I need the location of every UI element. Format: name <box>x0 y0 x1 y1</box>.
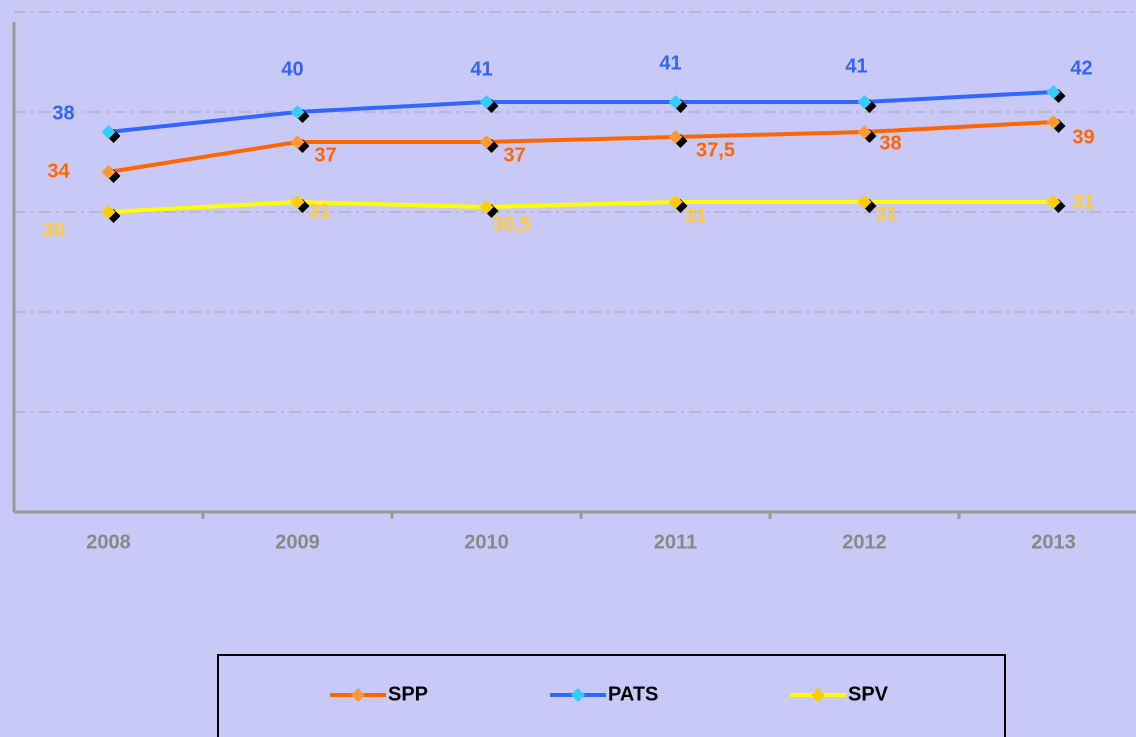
data-label: 37,5 <box>696 139 735 161</box>
marker <box>1046 85 1061 99</box>
data-label: 41 <box>659 52 681 74</box>
marker <box>857 95 872 109</box>
data-label: 31 <box>308 200 330 222</box>
marker <box>668 95 683 109</box>
marker <box>290 135 305 149</box>
series-line <box>108 90 1054 134</box>
marker <box>479 200 494 214</box>
data-label: 31 <box>684 205 706 227</box>
series-line <box>108 120 1054 174</box>
x-tick-label: 2012 <box>842 531 887 553</box>
marker <box>101 165 116 179</box>
data-label: 31 <box>1072 191 1094 213</box>
data-label: 39 <box>1072 126 1094 148</box>
marker <box>290 105 305 119</box>
legend-marker <box>811 688 825 702</box>
data-label: 31 <box>875 203 897 225</box>
x-tick-label: 2008 <box>86 531 131 553</box>
legend-label: PATS <box>608 683 658 705</box>
data-label: 42 <box>1070 57 1092 79</box>
series-line <box>108 199 1054 214</box>
marker <box>1046 195 1061 209</box>
marker <box>668 130 683 144</box>
marker <box>1046 115 1061 129</box>
data-label: 41 <box>470 58 492 80</box>
legend-box <box>217 654 1006 737</box>
legend-label: SPV <box>848 683 889 705</box>
data-label: 37 <box>503 144 525 166</box>
marker <box>479 95 494 109</box>
data-label: 38 <box>52 102 74 124</box>
marker <box>290 195 305 209</box>
data-label: 41 <box>845 55 867 77</box>
legend-label: SPP <box>388 683 428 705</box>
data-label: 30,5 <box>492 213 531 235</box>
data-label: 30 <box>42 219 64 241</box>
data-label: 37 <box>314 144 336 166</box>
marker <box>101 205 116 219</box>
marker <box>101 125 116 139</box>
legend-marker <box>351 688 365 702</box>
x-tick-label: 2010 <box>464 531 509 553</box>
marker <box>668 195 683 209</box>
x-tick-label: 2013 <box>1031 531 1076 553</box>
data-label: 34 <box>47 160 70 182</box>
data-label: 38 <box>879 132 901 154</box>
data-label: 40 <box>281 58 303 80</box>
legend-marker <box>571 688 585 702</box>
x-tick-label: 2011 <box>654 531 697 553</box>
marker <box>857 125 872 139</box>
marker <box>857 195 872 209</box>
x-tick-label: 2009 <box>275 531 320 553</box>
marker <box>479 135 494 149</box>
